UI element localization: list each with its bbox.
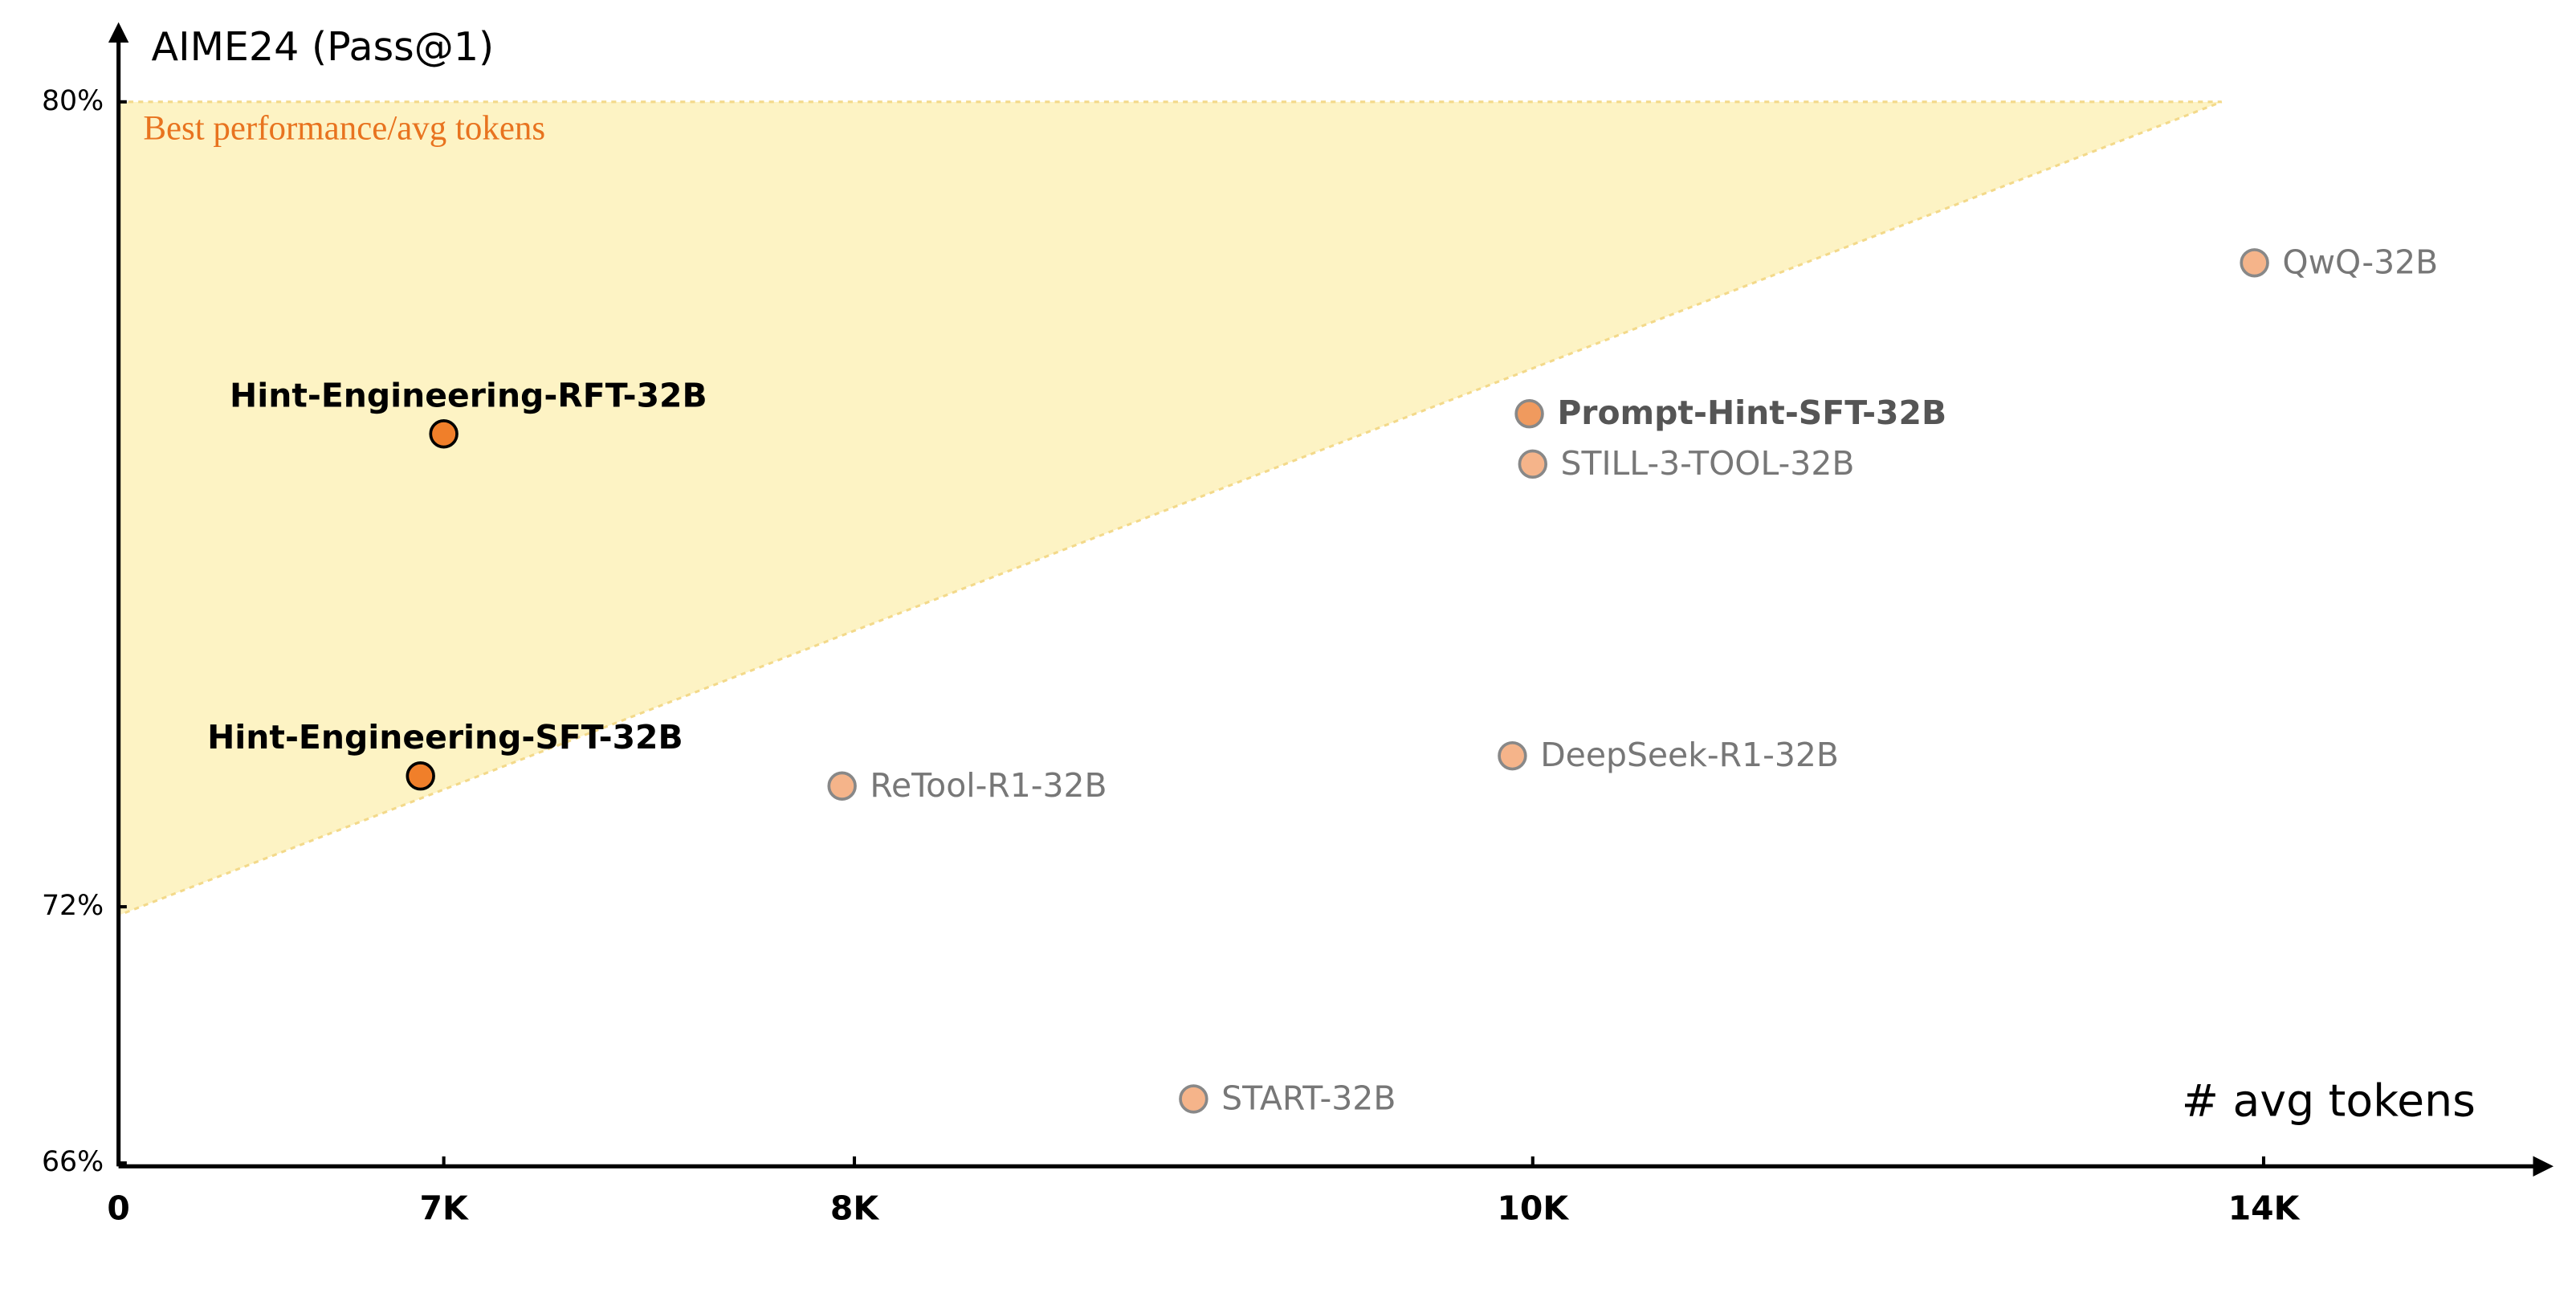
x-axis-label: # avg tokens bbox=[2182, 1076, 2476, 1128]
data-point bbox=[1514, 398, 1544, 429]
y-tick-label: 66% bbox=[42, 1146, 104, 1178]
x-tick-label: 10K bbox=[1497, 1189, 1569, 1228]
point-label: DeepSeek-R1-32B bbox=[1540, 736, 1839, 774]
data-point bbox=[1498, 740, 1527, 771]
region-label: Best performance/avg tokens bbox=[143, 109, 545, 147]
x-tick-label: 7K bbox=[420, 1189, 469, 1228]
point-label: Prompt-Hint-SFT-32B bbox=[1557, 394, 1946, 432]
x-tick-label: 14K bbox=[2228, 1189, 2301, 1228]
point-label: ReTool-R1-32B bbox=[870, 766, 1107, 805]
point-label: STILL-3-TOOL-32B bbox=[1561, 444, 1855, 483]
data-point bbox=[406, 761, 435, 791]
point-label: Hint-Engineering-SFT-32B bbox=[207, 718, 683, 757]
point-label: START-32B bbox=[1221, 1079, 1396, 1117]
y-axis-label: AIME24 (Pass@1) bbox=[152, 23, 495, 70]
data-point bbox=[429, 419, 459, 449]
data-point bbox=[827, 771, 857, 801]
x-tick-label: 8K bbox=[830, 1189, 879, 1228]
data-point bbox=[1518, 449, 1547, 479]
data-point bbox=[1179, 1084, 1209, 1114]
y-tick-label: 72% bbox=[42, 890, 104, 922]
point-label: Hint-Engineering-RFT-32B bbox=[230, 376, 707, 414]
data-point bbox=[2240, 248, 2269, 278]
best-region bbox=[117, 100, 2223, 917]
point-label: QwQ-32B bbox=[2282, 243, 2438, 281]
y-tick-label: 80% bbox=[42, 85, 104, 117]
x-tick-label: 0 bbox=[107, 1189, 129, 1228]
